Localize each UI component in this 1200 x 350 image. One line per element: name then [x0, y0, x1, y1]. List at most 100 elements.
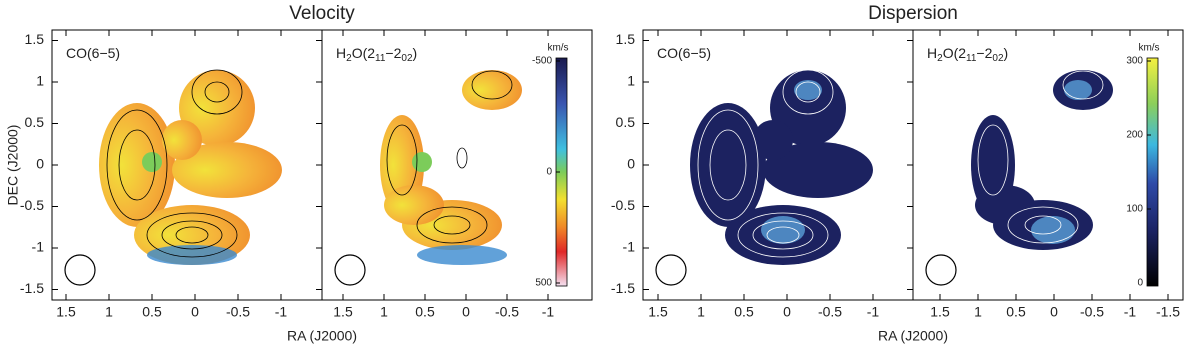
- contour: [1024, 215, 1062, 235]
- contour: [118, 129, 156, 201]
- y-tick-label: 0: [36, 156, 44, 172]
- colorbar-unit: km/s: [547, 43, 568, 54]
- colorbar-tick-label: 200: [1126, 130, 1143, 141]
- colorbar-tick-label: 100: [1126, 204, 1143, 215]
- panel-label-part: 02: [992, 53, 1004, 64]
- map-region: [172, 142, 282, 198]
- panel-label-part: 2: [346, 53, 352, 64]
- x-tick-label: 1.5: [648, 304, 668, 320]
- x-tick-label: -1: [542, 304, 555, 320]
- beam: [64, 254, 96, 286]
- y-tick-label: 1.5: [616, 31, 636, 47]
- contour: [1047, 147, 1059, 169]
- x-tick-label: 1: [105, 304, 113, 320]
- contour: [433, 215, 471, 235]
- panel-label: H2O(211−202): [927, 45, 1008, 64]
- panel-label: CO(6−5): [66, 45, 120, 61]
- panel-label-part: 2: [937, 53, 943, 64]
- contour: [795, 81, 821, 103]
- x-tick-label: 0: [191, 304, 199, 320]
- panel-label-part: 11: [375, 53, 386, 64]
- colorbar-tick-label: -500: [532, 56, 552, 67]
- x-tick-label: 0: [1050, 304, 1058, 320]
- x-tick-label: 1: [697, 304, 705, 320]
- colorbar-tick-label: 300: [1126, 56, 1143, 67]
- y-tick-label: -0.5: [20, 197, 44, 213]
- y-tick-label: 0: [627, 156, 635, 172]
- map-region: [763, 142, 873, 198]
- panel-frame: [912, 29, 1184, 301]
- colorbar-unit: km/s: [1138, 43, 1159, 54]
- map-region: [1064, 80, 1092, 100]
- contour: [977, 124, 1009, 196]
- x-tick-label: 1: [380, 304, 388, 320]
- map-region: [1031, 216, 1075, 244]
- map-region: [412, 152, 432, 172]
- y-tick-label: 0.5: [25, 114, 45, 130]
- panel-label-part: ): [413, 45, 418, 61]
- map-region: [794, 80, 822, 100]
- y-tick-label: -0.5: [611, 197, 635, 213]
- x-axis-label: RA (J2000): [287, 328, 357, 344]
- x-tick-label: -1: [275, 304, 288, 320]
- beam: [334, 254, 366, 286]
- beam: [655, 254, 687, 286]
- x-tick-label: 0: [783, 304, 791, 320]
- y-tick-label: 1: [36, 73, 44, 89]
- y-tick-label: 0.5: [616, 114, 636, 130]
- x-tick-label: -0.5: [818, 304, 842, 320]
- emission-map: [925, 70, 1113, 286]
- x-tick-label: -0.5: [495, 304, 519, 320]
- group-title: Velocity: [289, 3, 355, 24]
- contour: [146, 212, 238, 258]
- panel-label-part: H: [336, 45, 346, 61]
- panel-label-part: O(2: [943, 45, 967, 61]
- panel-label-part: −2: [976, 45, 992, 61]
- contour: [752, 220, 814, 250]
- map-region: [690, 103, 766, 227]
- panel-label-part: −2: [385, 45, 401, 61]
- emission-map: [334, 70, 522, 286]
- x-tick-label: 0.5: [734, 304, 754, 320]
- map-region: [462, 70, 522, 110]
- x-tick-label: 1.5: [56, 304, 76, 320]
- colorbar: [1146, 57, 1159, 287]
- contour: [737, 212, 829, 258]
- colorbar-tick-label: 0: [1137, 278, 1143, 289]
- map-region: [975, 185, 1035, 225]
- x-tick-label: 1: [974, 304, 982, 320]
- panel-label-part: O(2: [352, 45, 376, 61]
- y-axis-label: DEC (J2000): [5, 125, 21, 206]
- x-tick-label: 1.5: [930, 304, 950, 320]
- contour: [709, 129, 747, 201]
- contour: [697, 109, 759, 221]
- panel-label-part: ): [1004, 45, 1009, 61]
- y-tick-label: -1: [623, 239, 636, 255]
- x-tick-label: 0.5: [142, 304, 162, 320]
- panel-label-part: CO(6−5): [66, 45, 120, 61]
- contour: [204, 81, 230, 103]
- group-title: Dispersion: [868, 3, 958, 24]
- map-region: [99, 103, 175, 227]
- map-region: [179, 70, 255, 146]
- x-axis-label: RA (J2000): [878, 328, 948, 344]
- contour: [1062, 70, 1104, 100]
- contour: [106, 109, 168, 221]
- contour: [471, 70, 513, 100]
- contour: [416, 206, 488, 244]
- map-region: [142, 152, 162, 172]
- contour: [766, 226, 800, 244]
- contour: [191, 69, 243, 115]
- panel-label-part: 02: [401, 53, 413, 64]
- panel-label: H2O(211−202): [336, 45, 417, 64]
- x-tick-label: -1: [867, 304, 880, 320]
- contour: [1007, 206, 1079, 244]
- contour: [782, 69, 834, 115]
- map-region: [162, 120, 202, 160]
- panel-label-part: H: [927, 45, 937, 61]
- emission-map: [655, 69, 873, 286]
- map-region: [770, 70, 846, 146]
- contour: [456, 147, 468, 169]
- x-tick-label: -1: [1124, 304, 1137, 320]
